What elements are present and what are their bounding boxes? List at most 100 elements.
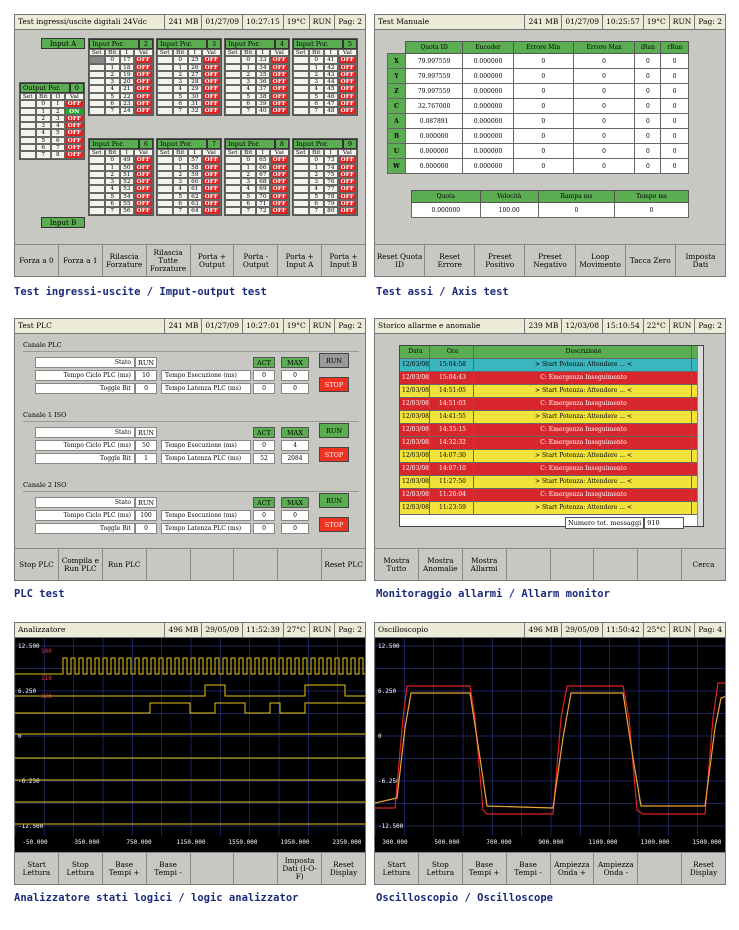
- set-toggle[interactable]: [225, 192, 241, 201]
- function-key-7[interactable]: Porta + Input A: [278, 245, 323, 276]
- set-toggle[interactable]: [20, 136, 36, 145]
- set-toggle[interactable]: [157, 207, 173, 215]
- alarm-row[interactable]: 12/03/08 14:41:55 > Start Potenza: Attende…: [400, 411, 703, 424]
- set-toggle[interactable]: [89, 107, 105, 115]
- set-toggle[interactable]: [20, 100, 36, 108]
- function-key-1[interactable]: Start Lettura: [375, 853, 419, 884]
- set-toggle[interactable]: [293, 185, 309, 193]
- function-key-3[interactable]: Preset Positivo: [475, 245, 526, 276]
- set-toggle[interactable]: [20, 144, 36, 152]
- stop-button[interactable]: STOP: [319, 377, 349, 392]
- set-toggle[interactable]: [20, 107, 36, 115]
- run-button[interactable]: RUN: [319, 423, 349, 438]
- set-toggle[interactable]: [157, 85, 173, 93]
- function-key-6[interactable]: [594, 549, 639, 580]
- function-key-4[interactable]: [507, 549, 551, 580]
- function-key-2[interactable]: Reset Errore: [425, 245, 476, 276]
- set-toggle[interactable]: [225, 170, 241, 179]
- function-key-5[interactable]: Ampiezza Onda +: [551, 853, 595, 884]
- function-key-5[interactable]: [551, 549, 595, 580]
- function-key-7[interactable]: [638, 549, 683, 580]
- function-key-6[interactable]: Porta - Output: [234, 245, 279, 276]
- set-toggle[interactable]: [293, 63, 309, 71]
- set-toggle[interactable]: [225, 207, 241, 215]
- set-toggle[interactable]: [20, 114, 36, 123]
- function-key-1[interactable]: Forza a 0: [15, 245, 59, 276]
- set-toggle[interactable]: [225, 163, 241, 171]
- function-key-7[interactable]: Imposta Dati: [685, 251, 716, 269]
- set-toggle[interactable]: [89, 163, 105, 171]
- set-toggle[interactable]: [157, 192, 173, 201]
- alarm-row[interactable]: 12/03/08 15:04:58 > Start Potenza: Attende…: [400, 359, 703, 372]
- set-toggle[interactable]: [89, 170, 105, 179]
- set-toggle[interactable]: [20, 129, 36, 137]
- function-key-6[interactable]: [234, 853, 279, 884]
- set-toggle[interactable]: [89, 78, 105, 86]
- set-toggle[interactable]: [157, 56, 173, 64]
- set-toggle[interactable]: [293, 192, 309, 201]
- set-toggle[interactable]: [157, 200, 173, 208]
- function-key-4[interactable]: Base Tempi -: [507, 853, 551, 884]
- alarm-row[interactable]: 12/03/08 11:26:04 C: Emergenza Inseguiment…: [400, 489, 703, 502]
- set-toggle[interactable]: [89, 85, 105, 93]
- set-toggle[interactable]: [225, 78, 241, 86]
- set-toggle[interactable]: [225, 63, 241, 71]
- set-toggle[interactable]: [89, 63, 105, 71]
- axis-label[interactable]: U: [387, 143, 406, 159]
- motion-value-field[interactable]: 0: [614, 202, 689, 218]
- set-toggle[interactable]: [225, 156, 241, 164]
- function-key-3[interactable]: Run PLC: [103, 549, 147, 580]
- set-toggle[interactable]: [20, 151, 36, 159]
- function-key-1[interactable]: Start Lettura: [15, 853, 59, 884]
- alarm-row[interactable]: 12/03/08 14:07:10 C: Emergenza Inseguiment…: [400, 463, 703, 476]
- set-toggle[interactable]: [293, 107, 309, 115]
- function-key-1[interactable]: Reset Quota ID: [375, 245, 426, 276]
- axis-label[interactable]: W: [387, 158, 406, 174]
- alarm-row[interactable]: 12/03/08 14:32:32 C: Emergenza Inseguiment…: [400, 437, 703, 450]
- alarm-row[interactable]: 12/03/08 11:23:59 > Start Potenza: Attende…: [400, 502, 703, 515]
- set-toggle[interactable]: [293, 85, 309, 93]
- function-key-2[interactable]: Stop Lettura: [419, 853, 463, 884]
- function-key-8[interactable]: Cerca: [692, 559, 715, 569]
- function-key-7[interactable]: [638, 853, 683, 884]
- set-toggle[interactable]: [225, 107, 241, 115]
- set-toggle[interactable]: [89, 70, 105, 79]
- set-toggle[interactable]: [157, 92, 173, 101]
- set-toggle[interactable]: [225, 70, 241, 79]
- run-button[interactable]: RUN: [319, 493, 349, 508]
- function-key-3[interactable]: Mostra Allarmi: [463, 549, 507, 580]
- function-key-1[interactable]: Mostra Tutto: [375, 549, 419, 580]
- set-toggle[interactable]: [225, 100, 241, 108]
- function-key-3[interactable]: Rilascia Forzature: [103, 245, 147, 276]
- alarm-row[interactable]: 12/03/08 14:51:03 C: Emergenza Inseguiment…: [400, 398, 703, 411]
- set-toggle[interactable]: [89, 192, 105, 201]
- set-toggle[interactable]: [89, 56, 105, 64]
- function-key-8[interactable]: Reset Display: [329, 859, 358, 877]
- set-toggle[interactable]: [157, 107, 173, 115]
- alarm-row[interactable]: 12/03/08 11:27:50 > Start Potenza: Attende…: [400, 476, 703, 489]
- function-key-8[interactable]: Porta + Input B: [329, 251, 358, 269]
- set-toggle[interactable]: [157, 78, 173, 86]
- set-toggle[interactable]: [225, 178, 241, 186]
- set-toggle[interactable]: [157, 70, 173, 79]
- function-key-6[interactable]: Tacca Zero: [626, 245, 676, 276]
- set-toggle[interactable]: [225, 200, 241, 208]
- axis-label[interactable]: X: [387, 53, 406, 69]
- axis-label[interactable]: C: [387, 98, 406, 114]
- motion-value-field[interactable]: 100.00: [479, 202, 539, 218]
- function-key-8[interactable]: Reset Display: [689, 859, 718, 877]
- set-toggle[interactable]: [225, 185, 241, 193]
- set-toggle[interactable]: [20, 122, 36, 130]
- function-key-7[interactable]: [278, 549, 323, 580]
- set-toggle[interactable]: [89, 156, 105, 164]
- function-key-6[interactable]: [234, 549, 279, 580]
- set-toggle[interactable]: [89, 185, 105, 193]
- stop-button[interactable]: STOP: [319, 517, 349, 532]
- alarm-list[interactable]: Data Ora Descrizione 12/03/08 15:04:58 > Star…: [399, 345, 704, 527]
- motion-value-field[interactable]: 0: [537, 202, 616, 218]
- set-toggle[interactable]: [157, 170, 173, 179]
- set-toggle[interactable]: [157, 156, 173, 164]
- axis-label[interactable]: A: [387, 113, 406, 129]
- set-toggle[interactable]: [293, 163, 309, 171]
- set-toggle[interactable]: [157, 185, 173, 193]
